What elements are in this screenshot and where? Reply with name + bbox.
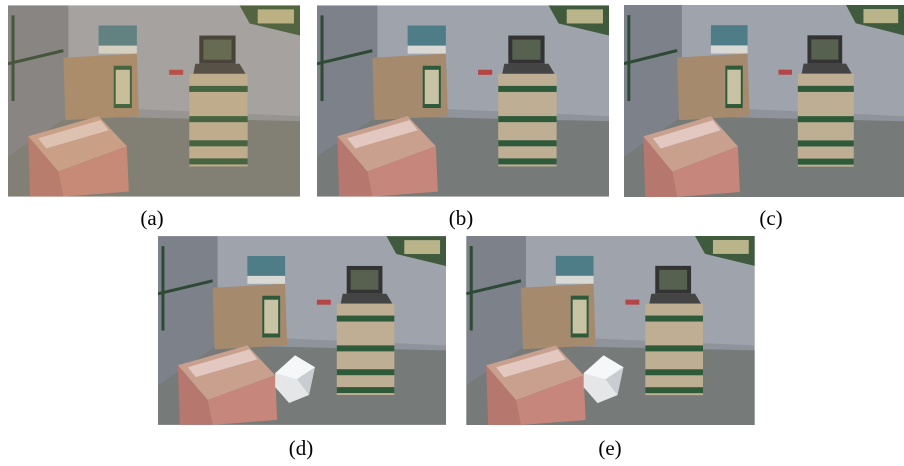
photo-a bbox=[8, 5, 300, 197]
photo-d bbox=[158, 236, 446, 425]
photo-e bbox=[465, 236, 756, 425]
caption: (c) bbox=[759, 206, 783, 230]
photo-b bbox=[317, 5, 609, 197]
caption: (b) bbox=[448, 206, 474, 230]
caption: (e) bbox=[598, 436, 622, 460]
caption: (d) bbox=[288, 436, 314, 460]
photo-c bbox=[624, 5, 904, 197]
caption: (a) bbox=[140, 206, 164, 230]
